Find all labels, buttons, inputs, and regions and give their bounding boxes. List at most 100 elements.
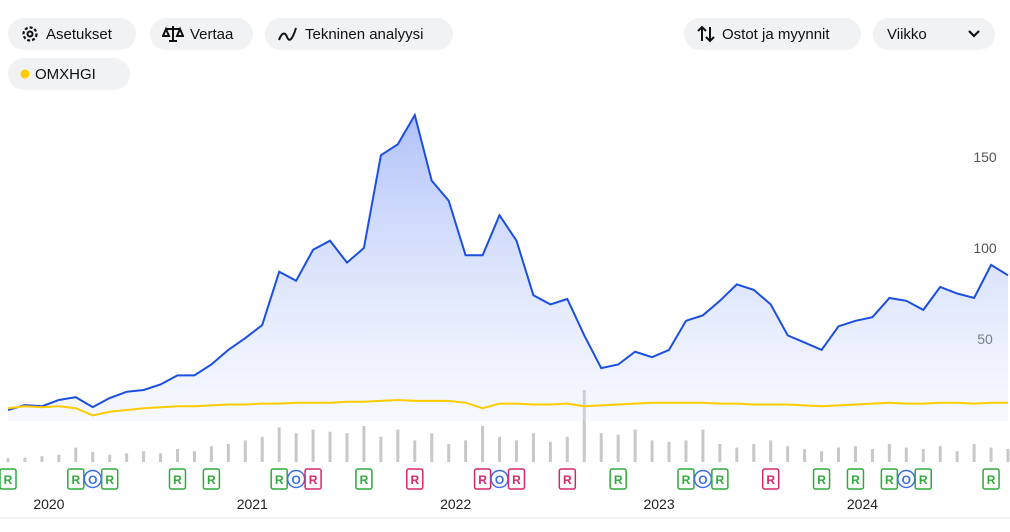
x-tick-label: 2023 [643, 496, 674, 512]
gear-icon [22, 26, 38, 42]
volume-bar [464, 440, 468, 462]
legend-chip[interactable]: OMXHGI [8, 58, 130, 90]
volume-bar [786, 446, 790, 462]
volume-bar [803, 449, 807, 462]
volume-bar [226, 444, 230, 462]
area [8, 115, 1008, 421]
event-badge [693, 469, 713, 489]
volume-bar [277, 427, 281, 462]
event-badge [355, 468, 373, 490]
volume-bar [328, 431, 332, 462]
volume-bar [1006, 449, 1010, 462]
compare-label: Vertaa [190, 25, 234, 43]
volume-bar [938, 446, 942, 462]
volume-bar [159, 453, 163, 462]
volume-bar [972, 444, 976, 462]
volume-bar [870, 449, 874, 462]
volume-bar [701, 429, 705, 462]
x-tick-label: 2024 [847, 496, 878, 512]
volume-bar [548, 441, 552, 462]
compare-button[interactable]: Vertaa [150, 18, 253, 50]
event-label: R [614, 473, 623, 487]
arrows-icon [697, 25, 715, 43]
event-label: R [512, 473, 521, 487]
event-label: R [105, 473, 114, 487]
volume-bar [481, 426, 485, 462]
event-badge [507, 468, 526, 490]
y-tick-label: 50 [977, 331, 993, 347]
volume-bar [820, 451, 824, 462]
event-label: R [410, 473, 419, 487]
volume-bar [379, 436, 383, 462]
event-label: R [851, 473, 860, 487]
volume-bar [6, 458, 10, 462]
volume-bar [837, 447, 841, 462]
volume-bar [108, 454, 112, 462]
volume-bar [430, 433, 434, 462]
event-badge [880, 468, 899, 490]
event-label: R [173, 473, 182, 487]
chevron-icon [968, 30, 980, 38]
settings-label: Asetukset [46, 25, 112, 43]
interval-select[interactable]: Viikko [873, 18, 995, 50]
volume-bar [396, 429, 400, 462]
volume-bar [413, 440, 417, 462]
technical-button[interactable]: Tekninen analyysi [265, 18, 453, 50]
event-label: R [885, 473, 894, 487]
volume-bar [209, 446, 213, 462]
volume-bar [447, 444, 451, 462]
event-badge [304, 468, 322, 490]
x-tick-label: 2021 [237, 496, 268, 512]
event-label: O [902, 473, 911, 487]
volume-bar [362, 426, 366, 462]
volume-bar [955, 451, 959, 462]
volume-bar [260, 436, 264, 462]
event-badge [761, 468, 780, 490]
event-badge [897, 469, 916, 489]
event-badge [286, 469, 306, 489]
trades-button[interactable]: Ostot ja myynnit [684, 18, 861, 50]
event-badge [711, 468, 729, 490]
volume-bar [752, 444, 756, 462]
volume-bar [887, 444, 891, 462]
volume-bar [311, 429, 315, 462]
event-badge [100, 468, 119, 490]
event-label: R [563, 473, 572, 487]
volume-bar [192, 451, 196, 462]
legend-label: OMXHGI [35, 65, 96, 83]
volume-bar [565, 436, 569, 462]
event-label: R [4, 473, 13, 487]
scale-icon [162, 26, 184, 42]
volume-bar [294, 433, 298, 462]
volume-bar [531, 433, 535, 462]
event-label: R [716, 473, 725, 487]
volume-bar [989, 447, 993, 462]
volume-bar [904, 447, 908, 462]
interval-label: Viikko [887, 25, 927, 43]
event-badge [270, 468, 288, 490]
settings-button[interactable]: Asetukset [8, 18, 136, 50]
y-tick-label: 100 [973, 240, 997, 256]
volume-bar [650, 440, 654, 462]
volume-bar [684, 440, 688, 462]
event-badge [812, 468, 831, 490]
event-label: O [88, 473, 97, 487]
event-label: R [207, 473, 216, 487]
event-badge [846, 468, 865, 490]
event-badge [558, 468, 577, 490]
event-badge [202, 468, 221, 490]
legend-dot [20, 69, 30, 79]
event-label: R [987, 473, 996, 487]
event-badge [677, 468, 695, 490]
event-label: O [495, 473, 504, 487]
event-label: O [698, 473, 707, 487]
event-label: R [478, 473, 487, 487]
event-badge [83, 469, 102, 489]
event-badge [168, 468, 187, 490]
volume-bar [125, 453, 129, 462]
event-label: O [291, 473, 300, 487]
volume-bar [498, 436, 502, 462]
y-tick-label: 150 [973, 149, 997, 165]
volume-bar [921, 449, 925, 462]
